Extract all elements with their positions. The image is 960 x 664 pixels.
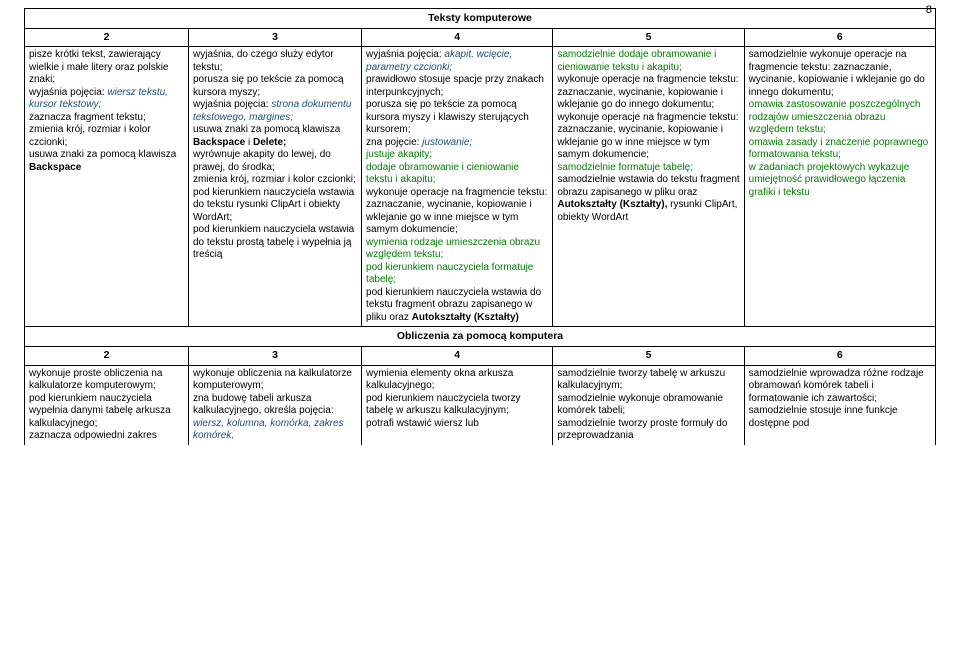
col-2: 2 bbox=[25, 29, 189, 47]
content-row-1: pisze krótki tekst, zawierający wielkie … bbox=[25, 47, 936, 327]
cell-r2-c6: samodzielnie wprowadza różne rodzaje obr… bbox=[744, 365, 935, 445]
text: zmienia krój, rozmiar i kolor czcionki; bbox=[193, 174, 357, 187]
section-header-2: Obliczenia za pomocą komputera bbox=[25, 327, 936, 347]
italic-term: wiersz, kolumna, komórka, zakres komórek… bbox=[193, 418, 344, 442]
text: wykonuje operacje na fragmencie tekstu: … bbox=[557, 112, 739, 162]
green-text: justuje akapity; bbox=[366, 149, 548, 162]
green-text: samodzielnie dodaje obramowanie i cienio… bbox=[557, 49, 739, 74]
green-text: omawia zasady i znaczenie poprawnego for… bbox=[749, 137, 931, 162]
text: wymienia elementy okna arkusza kalkulacy… bbox=[366, 368, 548, 393]
col-5: 5 bbox=[553, 29, 744, 47]
text: usuwa znaki za pomocą klawisza bbox=[193, 124, 340, 135]
text: samodzielnie wykonuje obramowanie komóre… bbox=[557, 393, 739, 418]
text: porusza się po tekście za pomocą kursora… bbox=[193, 74, 357, 99]
bold-term: Autokształty (Kształty), bbox=[557, 199, 667, 210]
text: potrafi wstawić wiersz lub bbox=[366, 418, 548, 431]
text: samodzielnie wstawia do tekstu fragment … bbox=[557, 174, 739, 198]
green-text: samodzielnie formatuje tabelę; bbox=[557, 162, 739, 175]
col-2b: 2 bbox=[25, 347, 189, 365]
text: samodzielnie stosuje inne funkcje dostęp… bbox=[749, 405, 931, 430]
col-4b: 4 bbox=[362, 347, 553, 365]
green-text: w zadaniach projektowych wykazuje umieję… bbox=[749, 162, 931, 200]
page-number: 8 bbox=[926, 4, 932, 16]
cell-r1-c5: samodzielnie dodaje obramowanie i cienio… bbox=[553, 47, 744, 327]
cell-r2-c3: wykonuje obliczenia na kalkulatorze komp… bbox=[188, 365, 361, 445]
cell-r2-c2: wykonuje proste obliczenia na kalkulator… bbox=[25, 365, 189, 445]
bold-term: Autokształty (Kształty) bbox=[412, 312, 519, 323]
italic-term: justowanie; bbox=[422, 137, 472, 148]
text: wyjaśnia, do czego służy edytor tekstu; bbox=[193, 49, 357, 74]
col-6: 6 bbox=[744, 29, 935, 47]
text: samodzielnie wykonuje operacje na fragme… bbox=[749, 49, 931, 99]
col-5b: 5 bbox=[553, 347, 744, 365]
text: wykonuje operacje na fragmencie tekstu: … bbox=[366, 187, 548, 237]
cell-r1-c2: pisze krótki tekst, zawierający wielkie … bbox=[25, 47, 189, 327]
text: pod kierunkiem nauczyciela wstawia do te… bbox=[193, 224, 357, 262]
content-table: Teksty komputerowe 2 3 4 5 6 pisze krótk… bbox=[24, 8, 936, 445]
text: usuwa znaki za pomocą klawisza bbox=[29, 149, 176, 160]
green-text: dodaje obramowanie i cieniowanie tekstu … bbox=[366, 162, 548, 187]
col-3b: 3 bbox=[188, 347, 361, 365]
section-header-1: Teksty komputerowe bbox=[25, 9, 936, 29]
cell-r2-c5: samodzielnie tworzy tabelę w arkuszu kal… bbox=[553, 365, 744, 445]
text: zmienia krój, rozmiar i kolor czcionki; bbox=[29, 124, 184, 149]
text: wyjaśnia pojęcia: bbox=[366, 49, 444, 60]
bold-term: Backspace bbox=[29, 162, 81, 173]
column-headers-2: 2 3 4 5 6 bbox=[25, 347, 936, 365]
cell-r1-c4: wyjaśnia pojęcia: akapit, wcięcie, param… bbox=[362, 47, 553, 327]
col-4: 4 bbox=[362, 29, 553, 47]
text: pod kierunkiem nauczyciela tworzy tabelę… bbox=[366, 393, 548, 418]
cell-r1-c3: wyjaśnia, do czego służy edytor tekstu; … bbox=[188, 47, 361, 327]
text: wykonuje operacje na fragmencie tekstu: … bbox=[557, 74, 739, 112]
text: prawidłowo stosuje spacje przy znakach i… bbox=[366, 74, 548, 99]
bold-term: Delete; bbox=[253, 137, 286, 148]
text: zna pojęcie: bbox=[366, 137, 422, 148]
column-headers-1: 2 3 4 5 6 bbox=[25, 29, 936, 47]
text: zaznacza fragment tekstu; bbox=[29, 112, 184, 125]
section-title-1: Teksty komputerowe bbox=[25, 9, 936, 29]
text: pod kierunkiem nauczyciela wypełnia dany… bbox=[29, 393, 184, 431]
text: wyrównuje akapity do lewej, do prawej, d… bbox=[193, 149, 357, 174]
text: wykonuje obliczenia na kalkulatorze komp… bbox=[193, 368, 357, 393]
text: zna budowę tabeli arkusza kalkulacyjnego… bbox=[193, 393, 334, 417]
text: samodzielnie tworzy proste formuły do pr… bbox=[557, 418, 739, 443]
green-text: pod kierunkiem nauczyciela formatuje tab… bbox=[366, 262, 548, 287]
bold-term: Backspace bbox=[193, 137, 245, 148]
cell-r2-c4: wymienia elementy okna arkusza kalkulacy… bbox=[362, 365, 553, 445]
text: wykonuje proste obliczenia na kalkulator… bbox=[29, 368, 184, 393]
text: pod kierunkiem nauczyciela wstawia do te… bbox=[193, 187, 357, 225]
text: wyjaśnia pojęcia: bbox=[193, 99, 271, 110]
text: pisze krótki tekst, zawierający wielkie … bbox=[29, 49, 184, 87]
col-3: 3 bbox=[188, 29, 361, 47]
text: i bbox=[245, 137, 253, 148]
text: samodzielnie wprowadza różne rodzaje obr… bbox=[749, 368, 931, 406]
text: samodzielnie tworzy tabelę w arkuszu kal… bbox=[557, 368, 739, 393]
section-title-2: Obliczenia za pomocą komputera bbox=[25, 327, 936, 347]
cell-r1-c6: samodzielnie wykonuje operacje na fragme… bbox=[744, 47, 935, 327]
content-row-2: wykonuje proste obliczenia na kalkulator… bbox=[25, 365, 936, 445]
green-text: wymienia rodzaje umieszczenia obrazu wzg… bbox=[366, 237, 548, 262]
green-text: omawia zastosowanie poszczególnych rodza… bbox=[749, 99, 931, 137]
col-6b: 6 bbox=[744, 347, 935, 365]
text: porusza się po tekście za pomocą kursora… bbox=[366, 99, 548, 137]
text: wyjaśnia pojęcia: bbox=[29, 87, 107, 98]
text: zaznacza odpowiedni zakres bbox=[29, 430, 184, 443]
